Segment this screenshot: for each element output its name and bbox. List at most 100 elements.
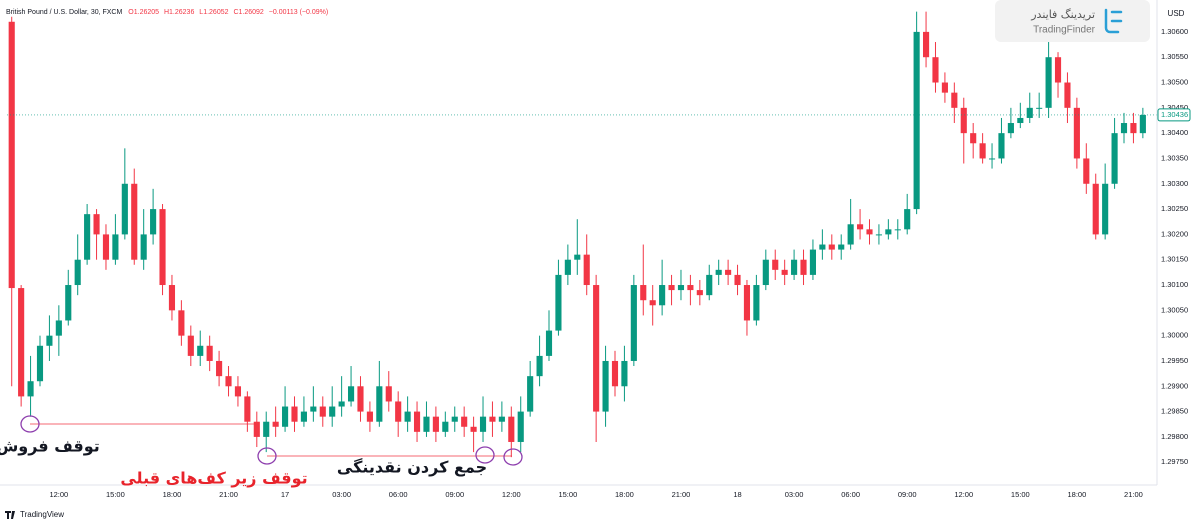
- y-tick-label: 1.29950: [1161, 356, 1188, 365]
- candle-body: [112, 234, 119, 260]
- y-tick-label: 1.30250: [1161, 204, 1188, 213]
- candle-body: [395, 401, 402, 422]
- ohlc-low: L1.26052: [199, 9, 228, 16]
- x-tick-label: 18:00: [1067, 490, 1086, 499]
- candle-body: [857, 224, 864, 230]
- candle-body: [74, 259, 81, 286]
- candle-body: [253, 421, 260, 437]
- candle-body: [960, 107, 967, 134]
- candle-body: [838, 244, 845, 250]
- ohlc-change: −0.00113 (−0.09%): [269, 9, 328, 16]
- y-tick-label: 1.30050: [1161, 305, 1188, 314]
- marker-circle: [475, 446, 495, 464]
- y-tick-label: 1.30350: [1161, 153, 1188, 162]
- candle-body: [65, 285, 72, 321]
- annotation: توقف فروش: [0, 437, 100, 456]
- currency-label: USD: [1168, 9, 1185, 18]
- candle-body: [687, 285, 694, 291]
- candle-body: [659, 285, 666, 306]
- candle-body: [442, 421, 449, 432]
- candle-body: [1054, 57, 1062, 83]
- x-tick-label: 03:00: [332, 490, 351, 499]
- candle-body: [300, 411, 307, 422]
- candle-body: [479, 416, 487, 432]
- candle-body: [517, 411, 524, 442]
- candle-body: [894, 229, 901, 231]
- candle-body: [470, 426, 477, 432]
- candle-body: [1130, 123, 1137, 134]
- y-tick-label: 1.30400: [1161, 128, 1188, 137]
- y-tick-label: 1.30200: [1161, 229, 1188, 238]
- last-price-label: 1.30436: [1161, 110, 1188, 119]
- candle-body: [602, 360, 609, 412]
- candle-body: [593, 285, 600, 412]
- x-tick-label: 21:00: [1124, 490, 1143, 499]
- candle-body: [564, 259, 571, 275]
- candle-body: [347, 386, 355, 402]
- x-tick-label: 09:00: [445, 490, 464, 499]
- candle-body: [8, 21, 15, 289]
- x-tick-label: 15:00: [1011, 490, 1030, 499]
- candle-body: [1083, 158, 1090, 184]
- candle-body: [461, 416, 468, 427]
- candle-body: [545, 330, 553, 356]
- x-tick-label: 21:00: [672, 490, 691, 499]
- x-tick-label: 18:00: [163, 490, 182, 499]
- candle-body: [753, 285, 760, 321]
- candle-body: [1036, 107, 1043, 109]
- x-tick-label: 18:00: [615, 490, 634, 499]
- candle-body: [234, 386, 242, 397]
- candle-body: [432, 416, 439, 432]
- candle-body: [489, 416, 496, 422]
- y-tick-label: 1.29800: [1161, 432, 1188, 441]
- candle-body: [611, 360, 619, 387]
- candle-body: [527, 376, 534, 412]
- x-tick-label: 06:00: [841, 490, 860, 499]
- candle-body: [781, 269, 788, 275]
- candle-body: [282, 406, 289, 427]
- y-tick-label: 1.30550: [1161, 52, 1188, 61]
- candle-body: [1120, 123, 1128, 134]
- candle-body: [508, 416, 515, 442]
- candle-body: [640, 285, 647, 301]
- candle-body: [1092, 183, 1099, 235]
- candle-body: [621, 360, 628, 387]
- candle-body: [866, 229, 873, 235]
- annotation: جمع کردن نقدینگی: [337, 458, 487, 477]
- candle-body: [696, 290, 703, 296]
- y-tick-label: 1.30500: [1161, 78, 1188, 87]
- logo-icon: [1104, 8, 1123, 34]
- annotation: توقف زیر کف‌های قبلی: [120, 469, 307, 488]
- candle-body: [451, 416, 458, 422]
- candle-body: [197, 345, 204, 356]
- candle-body: [140, 234, 147, 260]
- candle-body: [131, 183, 138, 260]
- candle-body: [423, 416, 430, 432]
- candle-body: [55, 320, 62, 336]
- candle-body: [762, 259, 769, 286]
- candle-body: [725, 269, 732, 275]
- candle-body: [913, 31, 920, 210]
- candle-body: [357, 386, 364, 412]
- x-tick-label: 12:00: [502, 490, 521, 499]
- candle-body: [875, 234, 882, 236]
- candle-body: [706, 274, 713, 296]
- candle-body: [84, 214, 91, 260]
- x-tick-label: 06:00: [389, 490, 408, 499]
- candle-body: [1102, 183, 1109, 235]
- candle-body: [206, 345, 213, 361]
- y-tick-label: 1.30000: [1161, 331, 1188, 340]
- candle-body: [319, 406, 326, 417]
- candle-body: [1026, 107, 1033, 118]
- candle-body: [291, 406, 298, 422]
- candle-body: [772, 259, 779, 270]
- symbol: British Pound / U.S. Dollar, 30, FXCM: [6, 9, 122, 16]
- candle-body: [329, 406, 336, 417]
- candle-body: [178, 310, 185, 336]
- candle-body: [1007, 123, 1014, 134]
- y-tick-label: 1.30150: [1161, 255, 1188, 264]
- x-tick-label: 12:00: [49, 490, 68, 499]
- candle-body: [18, 288, 25, 397]
- marker-circle: [257, 447, 277, 465]
